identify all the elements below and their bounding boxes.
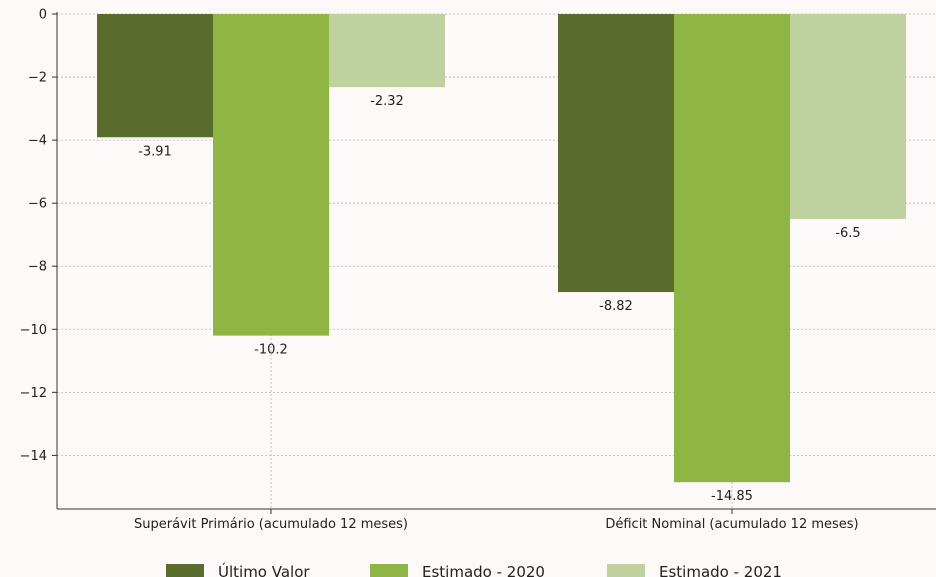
legend-label: Estimado - 2020 (422, 563, 545, 577)
y-tick-label: −4 (28, 134, 47, 149)
data-label: -2.32 (370, 94, 404, 109)
labels-layer: 0 −2 −4 −6 −8 −10 −12 −14 -3.91 -10.2 -2.32 Superáv… (20, 8, 861, 533)
y-tick-label: 0 (39, 8, 47, 23)
y-tick-label: −10 (20, 323, 47, 338)
data-label: -8.82 (599, 299, 633, 314)
bar (558, 14, 674, 293)
y-tick-label: −8 (28, 260, 47, 275)
y-tick-label: −14 (20, 449, 47, 464)
legend-swatch (166, 564, 204, 577)
data-label: -6.5 (835, 226, 860, 241)
y-tick-label: −2 (28, 71, 47, 86)
bar (790, 14, 906, 219)
axes-layer (52, 12, 936, 514)
bar (97, 14, 213, 138)
data-label: -10.2 (254, 343, 288, 358)
data-label: -14.85 (711, 489, 753, 504)
legend-swatch (370, 564, 408, 577)
bar (329, 14, 445, 88)
legend-label: Último Valor (218, 562, 310, 577)
bar (674, 14, 790, 483)
data-label: -3.91 (138, 144, 172, 159)
bars-layer (97, 14, 906, 483)
legend-label: Estimado - 2021 (659, 563, 782, 577)
x-tick-label: Déficit Nominal (acumulado 12 meses) (605, 517, 858, 532)
bar (213, 14, 329, 336)
y-tick-label: −12 (20, 386, 47, 401)
x-tick-label: Superávit Primário (acumulado 12 meses) (134, 517, 408, 532)
y-tick-label: −6 (28, 197, 47, 212)
legend-swatch (607, 564, 645, 577)
legend: Último Valor Estimado - 2020 Estimado - 20… (166, 562, 782, 577)
